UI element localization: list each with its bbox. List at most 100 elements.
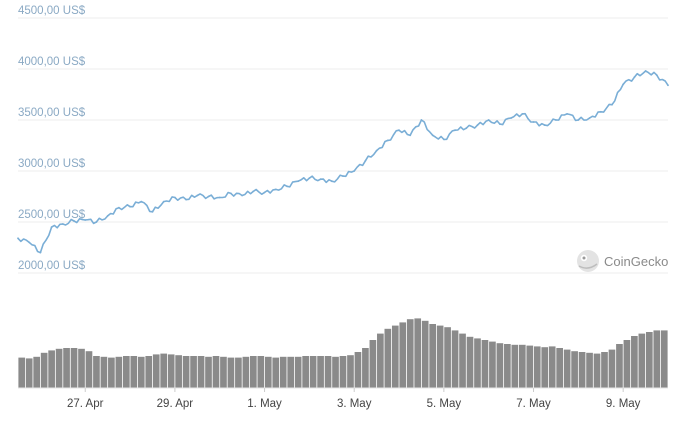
volume-bar [369,340,377,388]
price-point [151,210,154,213]
price-point [499,123,501,125]
volume-bar [332,356,339,388]
volume-bar [85,351,93,388]
price-point [443,138,445,141]
volume-bar [489,341,496,388]
volume-bar [608,349,616,388]
volume-bar [533,346,541,388]
volume-bar [601,352,608,388]
volume-bar [339,356,347,388]
price-line [17,70,669,254]
volume-bar [123,356,130,388]
price-point [454,129,456,132]
volume-bar [108,357,115,388]
price-point [196,194,199,197]
price-point [185,198,188,201]
volume-bar [429,324,436,388]
volume-bar [40,352,48,388]
price-point [555,119,557,121]
coingecko-watermark: CoinGecko [577,250,668,272]
volume-bar [324,356,332,388]
price-point [61,223,64,225]
price-point [386,139,389,142]
volume-bar [70,348,78,388]
volume-bar [160,353,168,388]
price-point [241,194,244,197]
volume-bar [137,356,145,388]
volume-bar [18,357,26,388]
price-point [375,149,378,152]
price-point [487,119,490,121]
volume-bar [451,330,459,388]
price-point [588,117,591,119]
volume-bar [264,356,272,388]
volume-bar [205,356,212,388]
price-point [599,110,602,113]
x-tick-label: 1. May [247,398,282,410]
price-point [17,237,19,240]
price-point [667,84,669,87]
volume-bar [347,355,354,388]
volume-bar [511,344,519,388]
volume-bar [235,357,242,388]
volume-bar [548,346,556,388]
volume-bar [623,340,631,388]
price-point [577,119,580,121]
volume-bar [421,320,429,388]
price-point [633,76,636,79]
x-tick-label: 29. Apr [157,398,194,410]
volume-bar [541,347,549,388]
price-point [655,74,658,76]
volume-bar [115,356,123,388]
price-point [398,129,400,132]
volume-bar [48,350,55,388]
volume-bar [272,357,280,388]
price-point [510,117,512,119]
price-point [207,195,210,198]
volume-bar [586,352,593,388]
price-point [95,221,98,223]
y-axis-ticks: 2000,00 US$ 2500,00 US$ 3000,00 US$ 3500,00… [18,5,86,272]
volume-bar [481,340,489,388]
price-point [330,180,333,183]
price-series [17,70,669,254]
x-tick-label: 27. Apr [67,398,104,410]
volume-bar [377,333,384,388]
volume-bar [25,358,33,388]
price-point [73,220,75,222]
price-point [409,134,412,137]
price-point [39,251,42,254]
volume-bar [309,356,317,388]
volume-bar [504,344,511,388]
x-tick-label: 9. May [606,398,641,410]
volume-bar [645,332,653,388]
volume-bar [279,356,287,388]
price-point [50,226,53,229]
price-point [431,134,434,137]
volume-bar [212,356,220,388]
x-axis-ticks: 27. Apr 29. Apr 1. May 3. May 5. May 7. May 9.… [67,388,641,410]
price-point [28,241,31,244]
volume-bar [362,348,369,388]
volume-bar [167,354,175,388]
watermark-text: CoinGecko [604,254,668,269]
volume-bar [182,356,190,388]
volume-bar [526,345,534,388]
gridlines [18,17,668,274]
volume-bar [436,325,444,388]
price-point [420,119,423,121]
volume-bar [518,344,526,388]
price-point [319,178,322,181]
price-point [521,113,524,115]
price-point [611,103,613,106]
volume-bar [571,351,578,388]
volume-bar [556,348,563,388]
volume-bar [638,333,646,388]
volume-bar [496,343,504,388]
y-tick-label: 2000,00 US$ [18,260,86,272]
volume-bar [354,352,362,388]
volume-bar [93,356,100,388]
volume-bar [294,356,302,388]
volume-bar [100,356,108,388]
volume-bar [660,330,668,388]
